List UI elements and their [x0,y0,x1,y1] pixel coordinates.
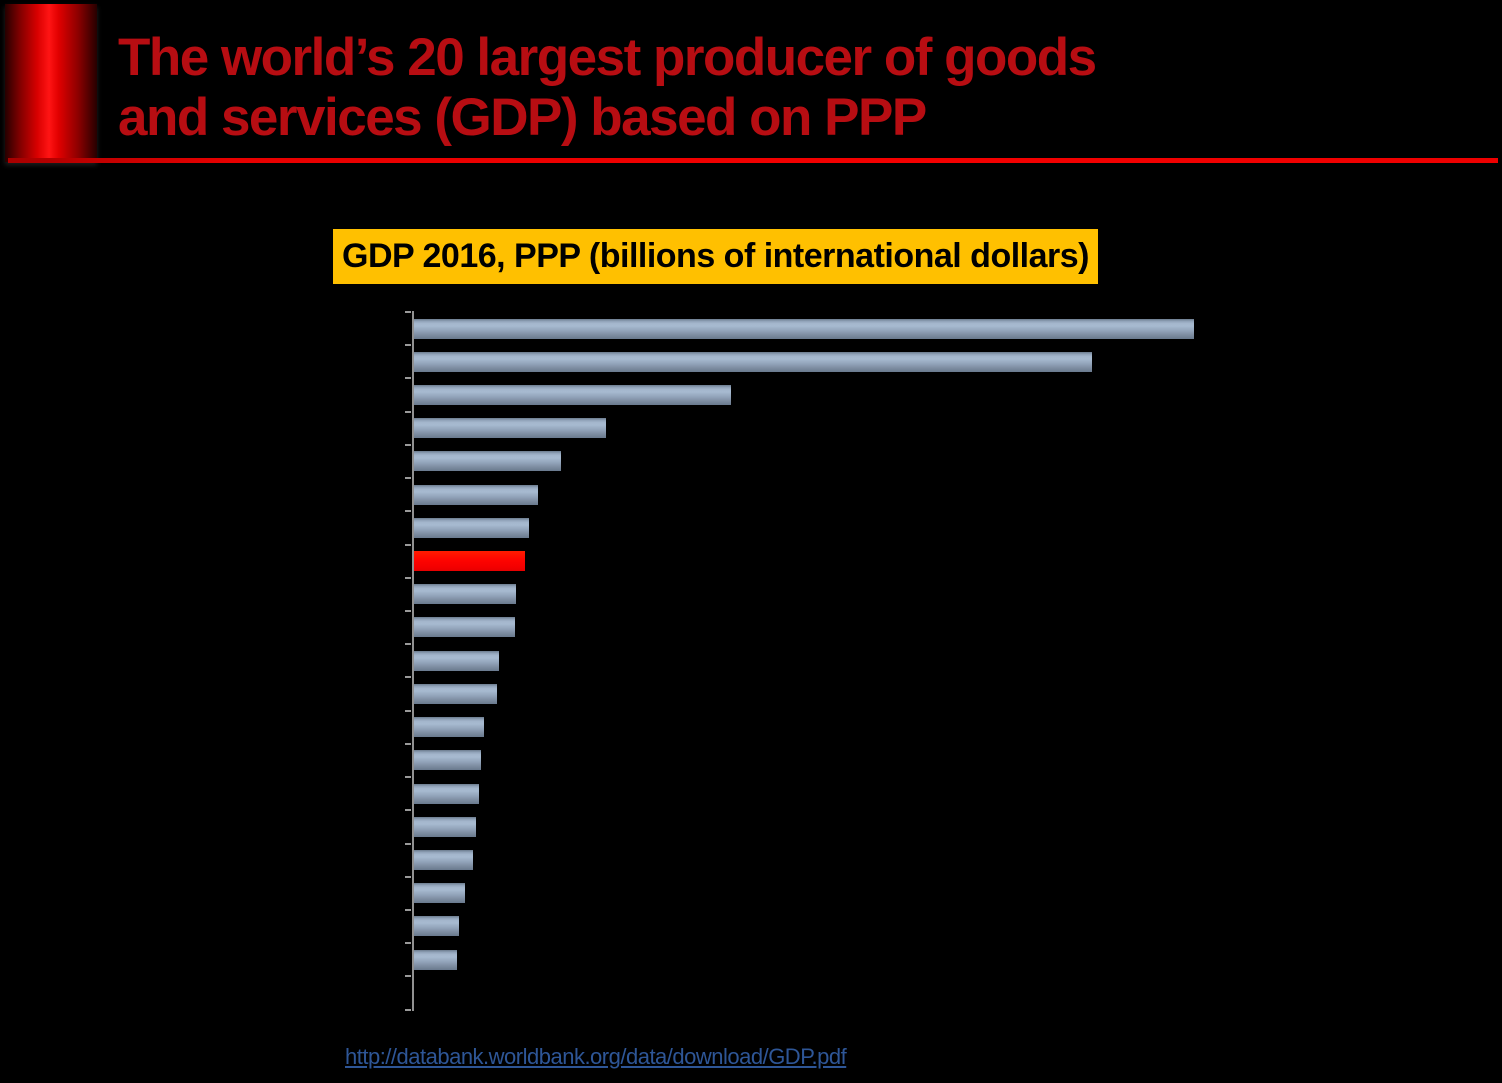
axis-tick [405,942,411,945]
y-axis-line [412,311,414,1011]
bar [414,683,497,704]
axis-tick [405,477,411,480]
bar [414,318,1194,339]
source-link[interactable]: http://databank.worldbank.org/data/downl… [345,1044,847,1069]
axis-tick [405,643,411,646]
bar [414,816,476,837]
axis-tick [405,377,411,380]
axis-tick [405,908,411,911]
bar [414,351,1092,372]
bar [414,418,606,439]
axis-tick [405,311,411,313]
axis-tick [405,975,411,978]
chart-title-label: GDP 2016, PPP (billions of international… [333,229,1098,284]
bar [414,850,473,871]
axis-tick [405,676,411,679]
axis-tick [405,1008,411,1011]
axis-tick [405,776,411,779]
axis-tick [405,510,411,513]
bar-chart [0,310,1502,1020]
bar [414,484,538,505]
axis-tick [405,742,411,745]
bar [414,883,465,904]
slide-title: The world’s 20 largest producer of goods… [118,28,1458,148]
axis-tick [405,344,411,347]
slide-title-line2: and services (GDP) based on PPP [118,88,927,147]
bar [414,750,481,771]
bar [414,783,479,804]
axis-tick [405,709,411,712]
bar [414,451,561,472]
axis-tick [405,576,411,579]
bar [414,384,731,405]
bar [414,517,529,538]
axis-tick [405,875,411,878]
bar [414,949,457,970]
bar [414,717,484,738]
slide-title-line1: The world’s 20 largest producer of goods [118,28,1097,87]
red-accent-bar [5,4,97,162]
bar [414,650,499,671]
bar [414,617,515,638]
bar [414,584,516,605]
axis-tick [405,543,411,546]
axis-tick [405,410,411,413]
bar-highlighted [414,551,525,572]
bar [414,916,459,937]
title-underline-rule [8,158,1498,163]
axis-tick [405,443,411,446]
axis-tick [405,809,411,812]
axis-tick [405,609,411,612]
axis-tick [405,842,411,845]
